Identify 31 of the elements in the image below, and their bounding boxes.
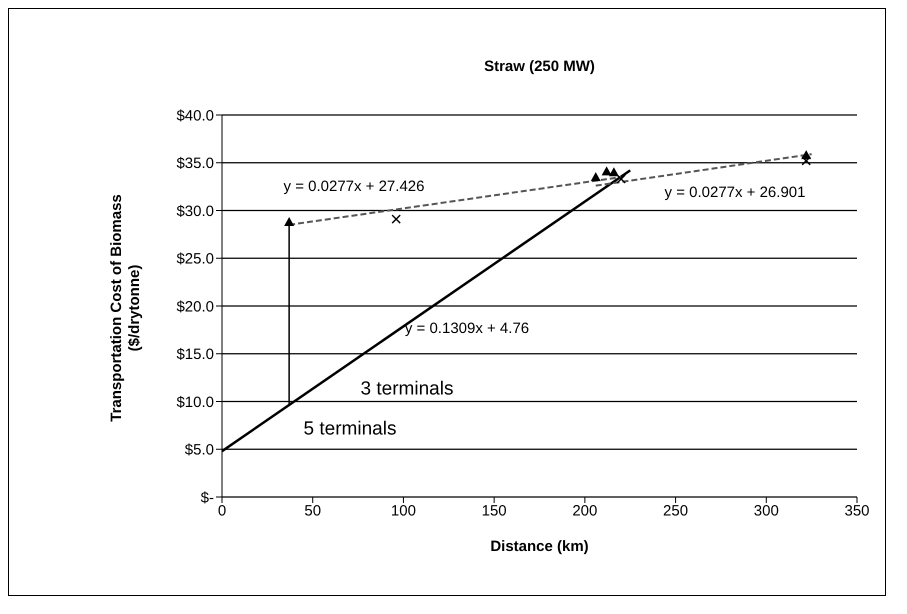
point xyxy=(616,174,626,184)
point xyxy=(391,214,401,224)
annotation: y = 0.0277x + 27.426 xyxy=(284,178,424,196)
x-tick-label: 350 xyxy=(844,502,870,520)
x-tick-label: 0 xyxy=(218,502,226,520)
y-tick-label: $25.0 xyxy=(176,250,214,268)
x-tick-label: 100 xyxy=(390,502,416,520)
x-tick-label: 200 xyxy=(572,502,598,520)
chart-title: Straw (250 MW) xyxy=(483,58,596,75)
point xyxy=(590,172,601,182)
y-tick-label: $30.0 xyxy=(176,202,214,220)
annotation: 3 terminals xyxy=(360,378,454,400)
point xyxy=(608,167,619,176)
y-tick-label: $5.0 xyxy=(184,442,214,459)
point xyxy=(801,156,811,166)
y-tick-label: $20.0 xyxy=(176,298,214,316)
point xyxy=(284,216,294,226)
y-tick-label: $- xyxy=(200,489,214,506)
annotation: y = 0.0277x + 26.901 xyxy=(664,184,806,202)
x-tick-label: 50 xyxy=(304,502,322,520)
y-axis-title: Transportation Cost of Biomass ($/drytonne) xyxy=(108,193,144,424)
point xyxy=(602,166,612,176)
y-tick-label: $35.0 xyxy=(176,155,214,172)
annotation: 5 terminals xyxy=(304,418,396,440)
y-tick-label: $15.0 xyxy=(176,346,214,364)
x-axis-title: Distance (km) xyxy=(489,538,590,555)
y-tick-label: $10.0 xyxy=(176,394,214,411)
y-tick-label: $40.0 xyxy=(176,107,214,124)
x-tick-label: 250 xyxy=(663,502,688,520)
x-tick-label: 150 xyxy=(482,502,507,520)
x-tick-label: 300 xyxy=(754,502,779,520)
